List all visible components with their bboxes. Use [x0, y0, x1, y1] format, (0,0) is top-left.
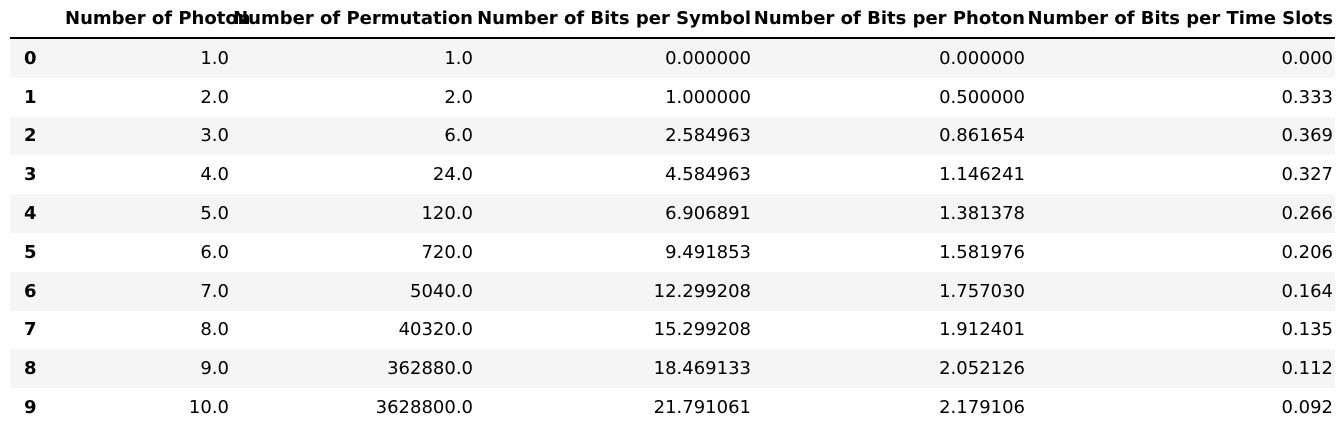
table-cell: 0.092 [1281, 397, 1333, 419]
table-cell: 15.299208 [653, 319, 751, 341]
table-cell: 6.0 [444, 125, 473, 147]
table-cell: 1.912401 [939, 319, 1025, 341]
table-cell: 0.861654 [939, 125, 1025, 147]
row-index: 2 [24, 125, 37, 147]
table-row: 5 6.0 720.0 9.491853 1.581976 0.206 [10, 232, 1335, 272]
row-index: 3 [24, 164, 37, 186]
table-cell: 6.0 [200, 241, 229, 263]
table-cell: 2.0 [444, 86, 473, 108]
table-cell: 0.327 [1281, 164, 1333, 186]
table-row: 2 3.0 6.0 2.584963 0.861654 0.369 [10, 116, 1335, 156]
table-cell: 1.146241 [939, 164, 1025, 186]
dataframe-table: Number of Photon Number of Permutation N… [10, 0, 1335, 427]
table-row: 6 7.0 5040.0 12.299208 1.757030 0.164 [10, 271, 1335, 311]
row-index: 4 [24, 203, 37, 225]
table-cell: 4.584963 [665, 164, 751, 186]
table-row: 7 8.0 40320.0 15.299208 1.912401 0.135 [10, 310, 1335, 350]
table-row: 9 10.0 3628800.0 21.791061 2.179106 0.09… [10, 388, 1335, 427]
table-cell: 1.581976 [939, 241, 1025, 263]
column-header-bits-per-symbol: Number of Bits per Symbol [475, 0, 753, 39]
table-cell: 720.0 [421, 241, 473, 263]
row-index: 8 [24, 358, 37, 380]
column-header-label: Number of Bits per Photon [753, 8, 1025, 29]
table-cell: 120.0 [421, 203, 473, 225]
column-header-number-of-permutation: Number of Permutation [231, 0, 475, 39]
table-cell: 0.266 [1281, 203, 1333, 225]
table-cell: 0.135 [1281, 319, 1333, 341]
table-cell: 362880.0 [387, 358, 473, 380]
column-header-label: Number of Bits per Time Slots [1027, 8, 1333, 29]
row-index: 0 [24, 47, 37, 69]
table-cell: 0.000000 [665, 47, 751, 69]
table-cell: 0.112 [1281, 358, 1333, 380]
column-header-bits-per-photon: Number of Bits per Photon [753, 0, 1027, 39]
table-row: 0 1.0 1.0 0.000000 0.000000 0.000 [10, 38, 1335, 78]
table-cell: 0.500000 [939, 86, 1025, 108]
table-cell: 6.906891 [665, 203, 751, 225]
header-row: Number of Photon Number of Permutation N… [10, 0, 1335, 39]
table-cell: 0.333 [1281, 86, 1333, 108]
row-index: 9 [24, 397, 37, 419]
table-cell: 0.369 [1281, 125, 1333, 147]
table-cell: 2.584963 [665, 125, 751, 147]
table-cell: 1.0 [444, 47, 473, 69]
column-header-number-of-photon: Number of Photon [65, 0, 251, 39]
column-header-label: Number of Photon [65, 8, 251, 29]
column-header-label: Number of Bits per Symbol [477, 8, 751, 29]
table-cell: 0.206 [1281, 241, 1333, 263]
row-index: 6 [24, 280, 37, 302]
dataframe-table-container: Number of Photon Number of Permutation N… [10, 0, 1335, 427]
table-row: 1 2.0 2.0 1.000000 0.500000 0.333 [10, 77, 1335, 117]
table-cell: 2.179106 [939, 397, 1025, 419]
table-header: Number of Photon Number of Permutation N… [10, 0, 1335, 39]
table-cell: 5040.0 [410, 280, 473, 302]
table-row: 3 4.0 24.0 4.584963 1.146241 0.327 [10, 155, 1335, 195]
table-cell: 2.0 [200, 86, 229, 108]
column-header-bits-per-time-slots: Number of Bits per Time Slots [1027, 0, 1335, 39]
table-cell: 21.791061 [653, 397, 751, 419]
table-cell: 1.381378 [939, 203, 1025, 225]
table-cell: 4.0 [200, 164, 229, 186]
index-column-header [10, 0, 65, 39]
table-cell: 1.757030 [939, 280, 1025, 302]
table-cell: 2.052126 [939, 358, 1025, 380]
row-index: 7 [24, 319, 37, 341]
table-row: 8 9.0 362880.0 18.469133 2.052126 0.112 [10, 349, 1335, 389]
table-cell: 5.0 [200, 203, 229, 225]
table-cell: 8.0 [200, 319, 229, 341]
table-cell: 24.0 [432, 164, 473, 186]
table-cell: 12.299208 [653, 280, 751, 302]
table-cell: 10.0 [188, 397, 229, 419]
table-cell: 9.491853 [665, 241, 751, 263]
table-cell: 7.0 [200, 280, 229, 302]
table-cell: 1.0 [200, 47, 229, 69]
table-cell: 18.469133 [653, 358, 751, 380]
table-cell: 0.000000 [939, 47, 1025, 69]
table-cell: 0.000 [1281, 47, 1333, 69]
table-cell: 3.0 [200, 125, 229, 147]
table-body: 0 1.0 1.0 0.000000 0.000000 0.000 1 2.0 … [10, 38, 1335, 427]
table-cell: 3628800.0 [375, 397, 473, 419]
column-header-label: Number of Permutation [233, 8, 473, 29]
table-cell: 1.000000 [665, 86, 751, 108]
table-cell: 0.164 [1281, 280, 1333, 302]
row-index: 1 [24, 86, 37, 108]
table-row: 4 5.0 120.0 6.906891 1.381378 0.266 [10, 194, 1335, 233]
table-cell: 9.0 [200, 358, 229, 380]
table-cell: 40320.0 [398, 319, 473, 341]
row-index: 5 [24, 241, 37, 263]
